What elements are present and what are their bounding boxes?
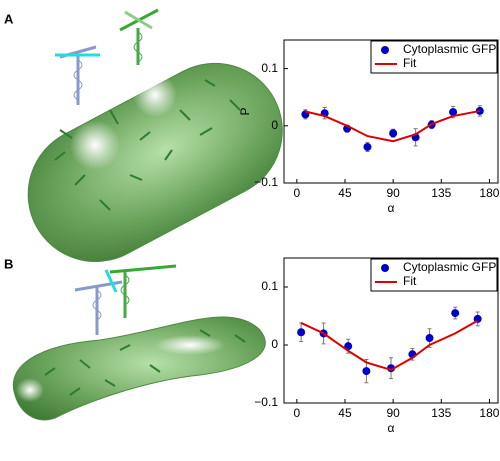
data-point — [363, 142, 372, 151]
legend-marker — [381, 264, 389, 272]
x-tick-label: 45 — [338, 406, 352, 420]
fit-line — [300, 319, 479, 372]
data-point — [362, 367, 371, 376]
legend-label: Cytoplasmic GFP — [403, 42, 496, 56]
x-axis-label: α — [388, 421, 395, 435]
data-point — [449, 108, 458, 117]
legend-label: Fit — [403, 274, 417, 288]
legend-label: Cytoplasmic GFP — [403, 260, 496, 274]
legend-label: Fit — [403, 56, 417, 70]
data-point — [297, 328, 306, 337]
data-point — [451, 309, 460, 318]
x-tick-label: 180 — [479, 186, 499, 200]
fit-line — [305, 109, 480, 143]
data-point — [425, 334, 434, 343]
x-tick-label: 180 — [479, 406, 499, 420]
x-tick-label: 45 — [338, 186, 352, 200]
x-tick-label: 90 — [386, 406, 400, 420]
x-tick-label: 90 — [386, 186, 400, 200]
y-tick-label: −0.1 — [254, 175, 278, 189]
x-axis-label: α — [388, 201, 395, 215]
y-tick-label: 0.1 — [261, 61, 278, 75]
y-tick-label: 0 — [271, 118, 278, 132]
illustration-b — [12, 264, 266, 421]
y-axis-label: P — [238, 107, 252, 115]
plot-frame — [283, 39, 499, 184]
plot-frame — [283, 257, 499, 404]
data-point — [389, 129, 398, 138]
x-tick-label: 135 — [431, 186, 451, 200]
y-tick-label: 0 — [271, 337, 278, 351]
x-tick-label: 0 — [293, 186, 300, 200]
legend-box — [370, 40, 498, 74]
data-point — [344, 342, 353, 351]
legend-box — [370, 258, 498, 292]
legend-marker — [381, 46, 389, 54]
panel-label: B — [4, 256, 13, 271]
x-tick-label: 135 — [431, 406, 451, 420]
y-tick-label: 0.1 — [261, 279, 278, 293]
x-tick-label: 0 — [293, 406, 300, 420]
y-tick-label: −0.1 — [254, 395, 278, 409]
illustration-a — [27, 8, 283, 263]
panel-label: A — [4, 11, 14, 26]
